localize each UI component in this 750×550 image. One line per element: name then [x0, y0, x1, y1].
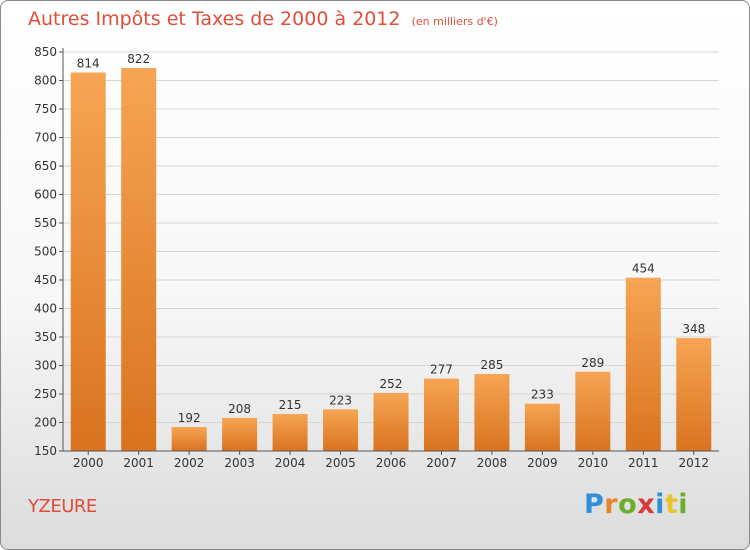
x-tick-label: 2009	[527, 456, 558, 470]
data-label: 289	[581, 356, 604, 370]
bar-2004	[272, 413, 308, 451]
bar-2002	[171, 427, 207, 451]
y-tick-label: 850	[34, 45, 57, 59]
data-label: 348	[682, 322, 705, 336]
logo-letter: x	[637, 489, 656, 520]
data-label: 285	[480, 358, 503, 372]
y-tick-label: 550	[34, 216, 57, 230]
chart-title-block: Autres Impôts et Taxes de 2000 à 2012 (e…	[28, 8, 498, 30]
chart-title: Autres Impôts et Taxes de 2000 à 2012	[28, 8, 401, 30]
gridlines	[63, 51, 719, 452]
chart-subtitle: (en milliers d'€)	[411, 15, 498, 28]
bar-2000	[70, 72, 106, 452]
y-tick-label: 300	[34, 359, 57, 373]
bar-2010	[575, 371, 611, 451]
y-tick-label: 700	[34, 131, 57, 145]
data-label: 277	[430, 363, 453, 377]
x-tick-label: 2005	[325, 456, 356, 470]
x-tick-label: 2003	[224, 456, 255, 470]
y-tick-label: 750	[34, 102, 57, 116]
axes	[59, 48, 719, 455]
logo-letter: r	[604, 489, 619, 520]
data-label: 192	[178, 411, 201, 425]
x-tick-label: 2011	[628, 456, 659, 470]
bar-2003	[222, 417, 258, 451]
x-tick-label: 2007	[426, 456, 457, 470]
x-tick-label: 2006	[376, 456, 407, 470]
data-label: 208	[228, 402, 251, 416]
data-label: 822	[127, 52, 150, 66]
data-label: 814	[77, 57, 100, 71]
bar-2009	[524, 403, 560, 451]
labels: 150 200 250 300 350 400 450 500 550 600 650 700 750 8…	[34, 45, 709, 470]
x-tick-label: 2000	[73, 456, 104, 470]
y-tick-label: 400	[34, 302, 57, 316]
logo-letter: P	[584, 489, 605, 520]
bar-2006	[373, 392, 409, 451]
x-tick-label: 2012	[678, 456, 709, 470]
x-tick-label: 2008	[477, 456, 508, 470]
y-tick-label: 600	[34, 188, 57, 202]
y-tick-label: 250	[34, 387, 57, 401]
y-tick-label: 200	[34, 416, 57, 430]
y-tick-label: 350	[34, 330, 57, 344]
bar-2008	[474, 374, 510, 451]
bars	[70, 67, 712, 452]
data-label: 215	[279, 398, 302, 412]
y-tick-label: 500	[34, 245, 57, 259]
x-tick-label: 2002	[174, 456, 205, 470]
logo-letter: i	[678, 489, 689, 520]
x-tick-label: 2010	[578, 456, 609, 470]
logo-letter: o	[618, 489, 638, 520]
bar-2007	[423, 378, 459, 451]
data-label: 233	[531, 388, 554, 402]
location-name: YZEURE	[28, 496, 97, 517]
bar-2011	[625, 277, 661, 451]
x-tick-label: 2001	[123, 456, 154, 470]
y-tick-label: 150	[34, 444, 57, 458]
bar-2001	[121, 67, 157, 452]
bar-2012	[676, 338, 712, 451]
y-tick-label: 800	[34, 74, 57, 88]
proxiti-logo: Proxiti	[584, 489, 688, 520]
data-label: 252	[380, 377, 403, 391]
data-label: 223	[329, 393, 352, 407]
logo-letter: t	[664, 489, 679, 520]
x-tick-label: 2004	[275, 456, 306, 470]
bar-2005	[323, 409, 359, 451]
logo-letter: i	[655, 489, 665, 520]
y-tick-label: 650	[34, 159, 57, 173]
y-tick-label: 450	[34, 273, 57, 287]
data-label: 454	[632, 262, 655, 276]
